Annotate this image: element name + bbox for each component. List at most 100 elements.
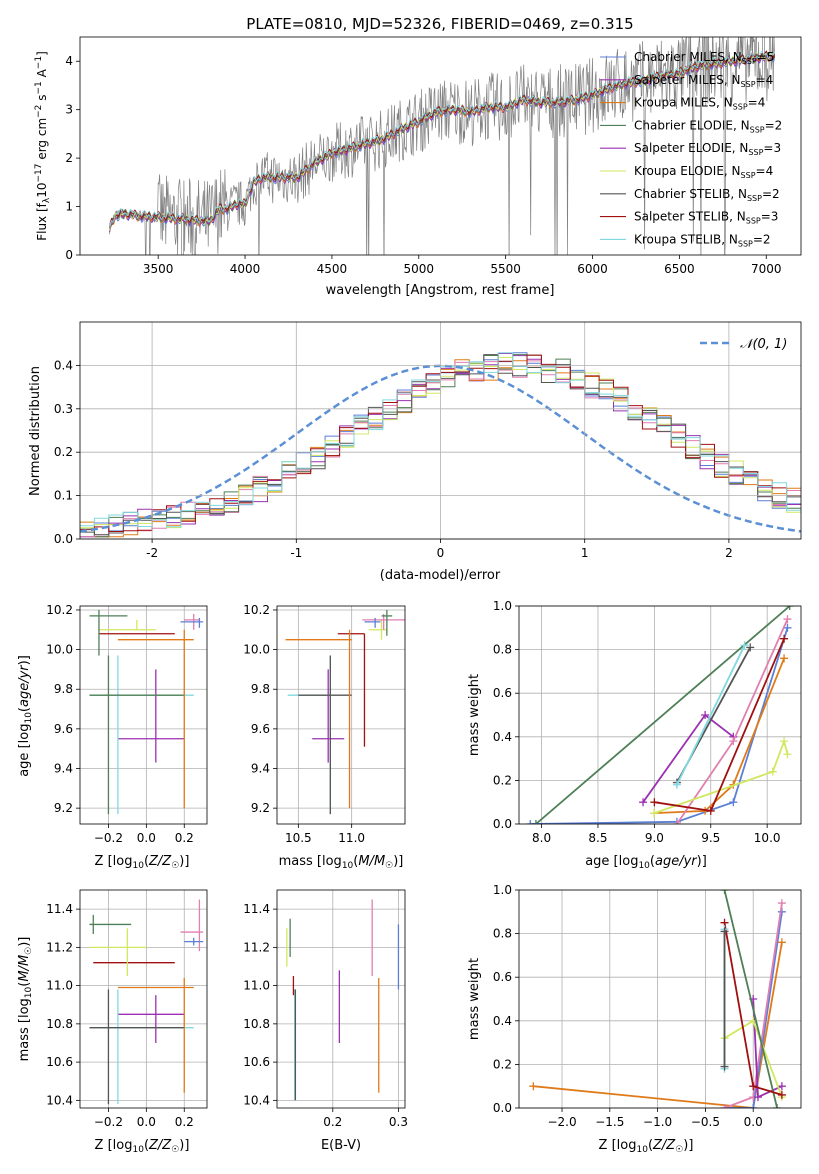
y-tick-label: 9.6 [54,722,73,736]
mass-weight-marker [672,820,681,824]
y-tick-label: 0.6 [493,970,512,984]
y-tick-label: 10.0 [46,643,73,657]
mass-weight-marker [783,750,792,759]
axes-frame [518,605,802,825]
y-tick-label: 0.8 [493,643,512,657]
x-tick-label: 0.2 [175,1115,194,1129]
mass-weight-marker [650,798,659,807]
y-tick-label: 0.6 [493,686,512,700]
legend-label-normal: 𝒩(0, 1) [740,337,787,352]
x-tick-label: 7000 [751,262,782,276]
mass-weight-marker [720,1104,729,1108]
y-tick-label: 10.4 [243,1093,270,1107]
mass-weight-marker [729,737,738,746]
legend-entry: Salpeter STELIB, NSSP=3 [634,210,778,226]
residual-xlabel: (data-model)/error [380,568,501,583]
x-tick-label: −2.0 [547,1115,576,1129]
y-tick-label: 2 [65,151,73,165]
y-tick-label: 9.8 [54,682,73,696]
spectrum-xlabel: wavelength [Angstrom, rest frame] [326,283,555,298]
legend-entry: Chabrier MILES, NSSP=5 [634,50,774,66]
mass-weight-line [535,606,791,824]
age-z-xlabel: Z [log10(Z/Z☉)] [95,854,190,871]
mass-weight-marker [701,711,710,719]
mass-weight-marker [720,927,729,936]
x-tick-label: 9.5 [701,831,720,845]
x-tick-label: -2 [146,546,158,560]
mass-weight-marker [729,798,738,807]
y-tick-label: 0.8 [493,927,512,941]
mass-ebv-xlabel: E(B-V) [321,1138,361,1153]
legend-entry: Kroupa STELIB, NSSP=2 [634,232,771,248]
y-tick-label: 11.4 [46,902,73,916]
x-tick-label: 8.0 [532,831,551,845]
spectrum-legend: Chabrier MILES, NSSP=5 Salpeter MILES, NS… [600,50,782,248]
x-tick-label: 0.0 [744,1115,763,1129]
y-tick-label: 9.4 [54,762,73,776]
y-tick-label: 3 [65,103,73,117]
x-tick-label: 0.2 [175,831,194,845]
residual-panel: -2 -1 0 1 2 0.0 0.1 0.2 0.3 0.4 (data-model)/erro… [28,321,802,583]
mass-weight-line [654,657,785,814]
y-tick-label: 4 [65,54,73,68]
legend-entry: Kroupa MILES, NSSP=4 [634,96,765,112]
age-vs-mass-panel: 10.5 11.0 9.2 9.4 9.6 9.8 10.0 10.2 [243,603,406,845]
mass-vs-extinction-panel: 0.2 0.3 10.4 10.6 10.8 11.0 11.2 11.4 [243,889,408,1129]
x-tick-label: −0.2 [94,831,123,845]
mass-weight-line [533,942,783,1108]
residual-ylabel: Normed distribution [28,366,43,496]
age-z-ylabel: age [log10(age/yr)] [17,655,34,777]
mass-weight-marker [783,623,792,632]
mass-weight-marker [720,890,729,894]
legend-entry: Chabrier STELIB, NSSP=2 [634,187,780,203]
mass-weight-line [723,890,778,1108]
mass-weight-marker [777,899,786,908]
axes-frame [276,605,406,825]
x-tick-label: 0.0 [137,1115,156,1129]
legend-entry: Salpeter MILES, NSSP=4 [634,73,773,89]
y-tick-label: 0.4 [493,1014,512,1028]
x-tick-label: 8.5 [588,831,607,845]
axes-frame [79,605,208,825]
mass-weight-line [654,738,789,814]
residual-legend: 𝒩(0, 1) [700,337,787,352]
mass-weight-marker [768,767,777,776]
mass-weight-marker [672,780,681,789]
axes-frame [79,36,802,256]
x-tick-label: 11.0 [338,831,365,845]
y-tick-label: 0.2 [493,1057,512,1071]
y-tick-label: 11.4 [243,902,270,916]
y-tick-label: 11.2 [46,940,73,954]
x-tick-label: 6500 [664,262,695,276]
axes-frame [79,889,208,1109]
weight-z-ylabel: mass weight [467,958,482,1040]
mass-weight-marker [780,654,789,663]
mass-weight-line [676,644,746,786]
y-tick-label: 0.0 [54,532,73,546]
y-tick-label: 0.2 [54,445,73,459]
x-tick-label: 0 [437,546,445,560]
y-tick-label: 0 [65,248,73,262]
y-tick-label: 1 [65,200,73,214]
y-tick-label: 9.6 [251,722,270,736]
weight-z-xlabel: Z [log10(Z/Z☉)] [599,1138,694,1155]
x-tick-label: −0.5 [691,1115,720,1129]
y-tick-label: 10.0 [243,643,270,657]
y-tick-label: 11.0 [46,979,73,993]
x-tick-label: −0.2 [94,1115,123,1129]
y-tick-label: 10.2 [46,603,73,617]
mass-weight-marker [783,615,792,624]
mass-weight-marker [749,1082,758,1091]
x-tick-label: 6000 [577,262,608,276]
spectrum-plot-area [109,37,776,255]
y-tick-label: 0.4 [493,730,512,744]
x-tick-label: 2 [725,546,733,560]
axes-frame [518,889,802,1109]
mass-weight-marker [777,1082,786,1091]
y-tick-label: 0.3 [54,402,73,416]
mass-weight-marker [753,1093,762,1102]
mass-weight-marker [639,798,648,807]
mass-weight-marker [785,606,794,610]
mass-weight-marker [780,634,789,643]
